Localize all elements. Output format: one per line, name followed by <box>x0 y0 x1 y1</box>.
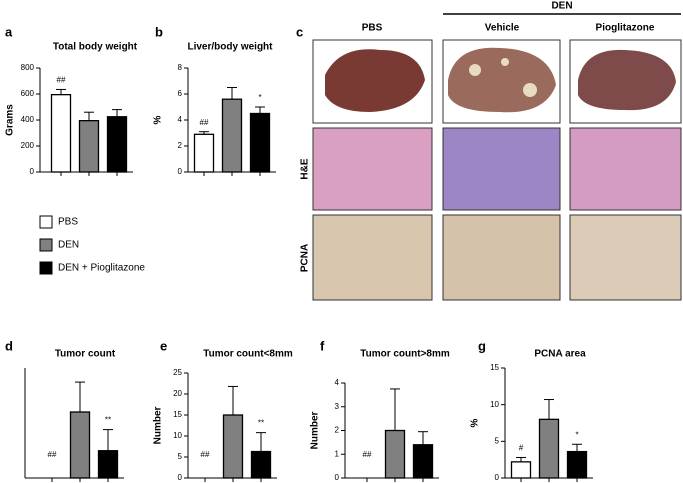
bar <box>510 461 532 479</box>
y-tick-label: 200 <box>21 141 35 150</box>
bar <box>69 411 91 479</box>
y-tick-label: 5 <box>495 436 500 445</box>
y-tick-label: 0 <box>178 473 183 482</box>
image-panel: c DEN PBS Vehicle Pioglitazone H&E PCNA <box>296 1 682 301</box>
significance: ## <box>57 76 66 85</box>
significance: # <box>519 444 524 453</box>
significance: ** <box>105 416 111 425</box>
legend-swatch <box>39 261 53 275</box>
bar <box>193 133 215 173</box>
significance: * <box>258 93 261 102</box>
y-tick-label: 20 <box>173 389 182 398</box>
column-label: Vehicle <box>485 23 520 34</box>
y-axis-label: Number <box>153 407 164 445</box>
panel-letter: f <box>320 338 325 353</box>
y-tick-label: 8 <box>178 63 183 72</box>
y-tick-label: 1 <box>335 449 340 458</box>
y-tick-label: 0 <box>335 473 340 482</box>
tumor-nodule <box>523 83 537 97</box>
chart-title: Total body weight <box>53 42 138 53</box>
he-stain <box>442 127 561 211</box>
bar <box>566 450 588 479</box>
row-label: H&E <box>300 158 311 179</box>
y-tick-label: 15 <box>173 410 182 419</box>
y-tick-label: 2 <box>335 426 340 435</box>
chart-title: Tumor count>8mm <box>360 349 450 360</box>
y-tick-label: 4 <box>335 378 340 387</box>
chart-title: Tumor count <box>55 349 116 360</box>
legend-label: DEN <box>58 240 79 251</box>
y-axis-label: % <box>470 418 481 427</box>
legend-label: DEN + Pioglitazone <box>58 263 145 274</box>
y-tick-label: 2 <box>178 141 183 150</box>
tumor-nodule <box>501 58 509 66</box>
y-tick-label: 10 <box>173 431 182 440</box>
y-tick-label: 6 <box>178 89 183 98</box>
y-tick-label: 0 <box>495 473 500 482</box>
bar <box>50 94 72 173</box>
y-tick-label: 0 <box>178 167 183 176</box>
row-label: PCNA <box>300 244 311 272</box>
panel-letter: c <box>296 24 303 39</box>
y-tick-label: 15 <box>490 363 499 372</box>
chart-title: PCNA area <box>534 349 586 360</box>
y-tick-label: 10 <box>490 400 499 409</box>
panel-letter: a <box>5 24 13 39</box>
panel-letter: e <box>160 338 167 353</box>
chart-title: Tumor count<8mm <box>203 349 293 360</box>
chart-title: Liver/body weight <box>187 42 273 53</box>
y-tick-label: 0 <box>30 167 35 176</box>
panel-letter: g <box>478 338 486 353</box>
column-label: PBS <box>362 23 383 34</box>
group-label: DEN <box>551 1 572 12</box>
y-tick-label: 800 <box>21 63 35 72</box>
bar <box>97 450 119 479</box>
bar <box>538 418 560 479</box>
legend-swatch <box>39 238 53 252</box>
y-axis-label: % <box>153 115 164 124</box>
liver-photo <box>325 49 425 112</box>
significance: ## <box>200 118 209 127</box>
legend-swatch <box>39 215 53 229</box>
column-label: Pioglitazone <box>596 23 655 34</box>
y-axis-label: Number <box>0 404 1 442</box>
bar <box>222 414 244 479</box>
pcna-stain <box>312 214 433 301</box>
bar <box>78 120 100 173</box>
significance: ## <box>363 450 372 459</box>
y-tick-label: 4 <box>178 115 183 124</box>
panel-letter: b <box>155 24 163 39</box>
y-axis-label: Grams <box>5 104 16 136</box>
bar <box>412 444 434 479</box>
bar <box>106 116 128 173</box>
he-stain <box>312 127 433 211</box>
he-stain <box>569 127 682 211</box>
y-axis-label: Number <box>310 412 321 450</box>
panel-letter: d <box>5 338 13 353</box>
legend-label: PBS <box>58 217 78 228</box>
y-tick-label: 5 <box>178 452 183 461</box>
significance: ## <box>48 450 57 459</box>
y-tick-label: 25 <box>173 368 182 377</box>
y-tick-label: 3 <box>335 402 340 411</box>
significance: ** <box>258 419 264 428</box>
bar <box>250 450 272 479</box>
significance: * <box>575 430 578 439</box>
pcna-stain <box>442 214 561 301</box>
y-tick-label: 400 <box>21 115 35 124</box>
tumor-nodule <box>469 64 481 76</box>
bar <box>384 429 406 479</box>
bar <box>221 98 243 173</box>
pcna-stain <box>569 214 682 301</box>
significance: ## <box>201 450 210 459</box>
y-tick-label: 600 <box>21 89 35 98</box>
liver-photo <box>578 49 676 111</box>
bar <box>249 112 271 173</box>
